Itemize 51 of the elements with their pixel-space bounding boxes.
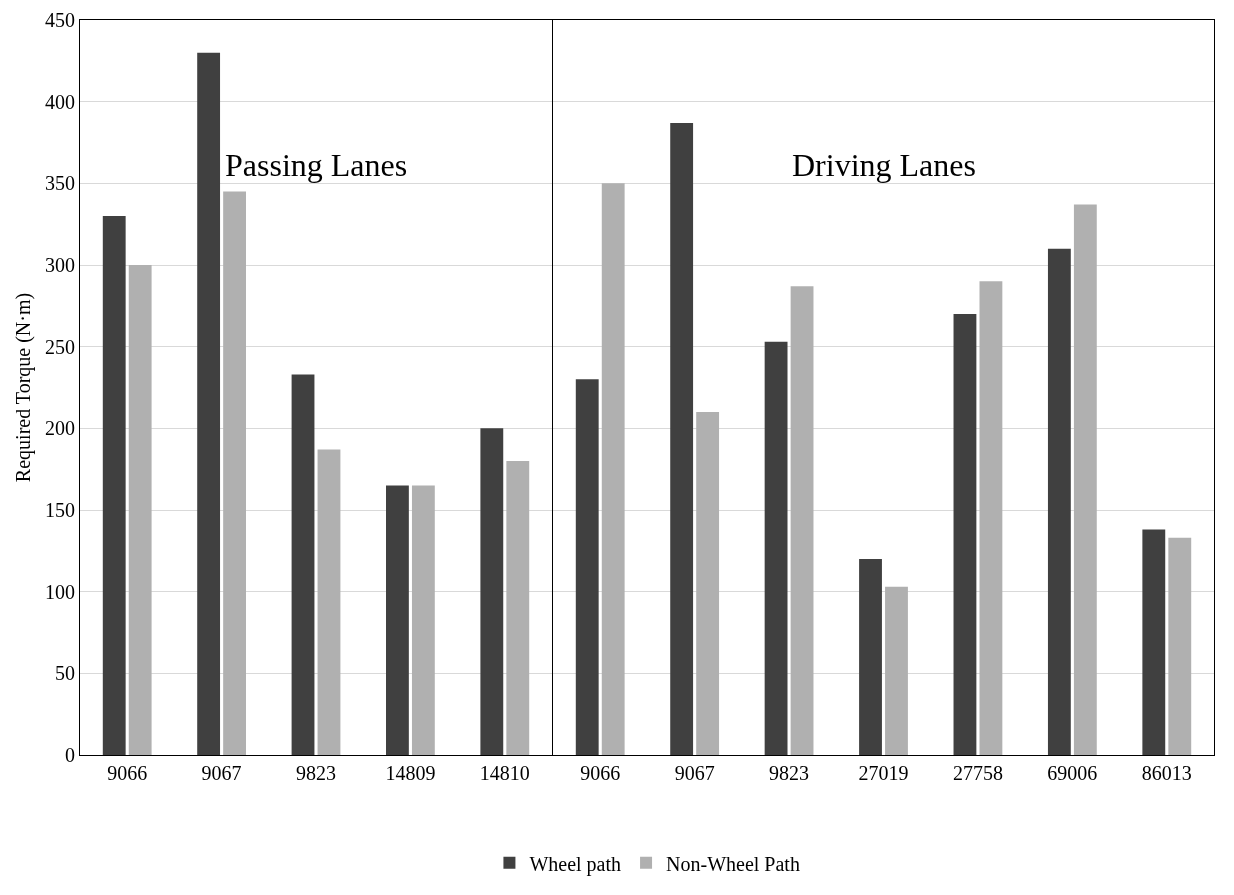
- bar: [411, 485, 435, 755]
- annotation: Passing Lanes: [225, 147, 408, 183]
- bar: [790, 286, 814, 755]
- y-tick-label: 450: [45, 9, 75, 31]
- bar: [859, 559, 882, 755]
- y-tick-label: 100: [45, 580, 75, 603]
- y-axis-title: Required Torque (N·m): [12, 292, 35, 483]
- x-tick-label: 9067: [201, 762, 242, 784]
- x-tick-label: 27758: [952, 762, 1003, 784]
- bar: [575, 379, 599, 755]
- bar: [506, 461, 530, 755]
- bar: [317, 449, 341, 755]
- bar: [102, 216, 126, 755]
- legend-label: Wheel path: [529, 852, 622, 876]
- x-tick-label: 14810: [479, 762, 530, 784]
- annotation: Driving Lanes: [792, 147, 976, 183]
- bar: [291, 374, 315, 755]
- x-tick-label: 14809: [385, 762, 436, 784]
- bar: [885, 586, 908, 755]
- bar: [670, 122, 694, 755]
- legend-label: Non-Wheel Path: [666, 852, 800, 875]
- y-tick-label: 150: [45, 499, 75, 521]
- bar: [1168, 537, 1192, 755]
- x-tick-label: 86013: [1141, 762, 1192, 784]
- y-tick-label: 200: [45, 417, 75, 440]
- bar: [386, 485, 409, 755]
- y-tick-label: 300: [45, 254, 75, 276]
- x-tick-label: 27019: [858, 762, 909, 784]
- bar: [696, 412, 720, 755]
- x-tick-label: 9066: [580, 762, 621, 784]
- x-tick-label: 69006: [1047, 762, 1098, 784]
- x-tick-label: 9067: [674, 762, 715, 784]
- y-tick-label: 0: [65, 744, 75, 766]
- bar: [979, 281, 1003, 755]
- y-tick-label: 400: [45, 90, 75, 113]
- bar: [480, 428, 504, 755]
- x-tick-label: 9823: [769, 762, 810, 784]
- bar: [953, 314, 977, 755]
- bar: [197, 52, 221, 755]
- bar: [223, 191, 246, 755]
- y-tick-label: 250: [45, 335, 75, 358]
- bar: [1142, 529, 1166, 755]
- bar: [601, 183, 625, 755]
- bar: [128, 265, 152, 755]
- y-tick-label: 350: [45, 172, 75, 195]
- y-tick-label: 50: [55, 662, 75, 685]
- bar: [1073, 204, 1097, 755]
- x-tick-label: 9823: [296, 762, 336, 784]
- x-tick-label: 9066: [107, 762, 148, 784]
- bar: [1047, 248, 1071, 755]
- bar: [764, 341, 788, 755]
